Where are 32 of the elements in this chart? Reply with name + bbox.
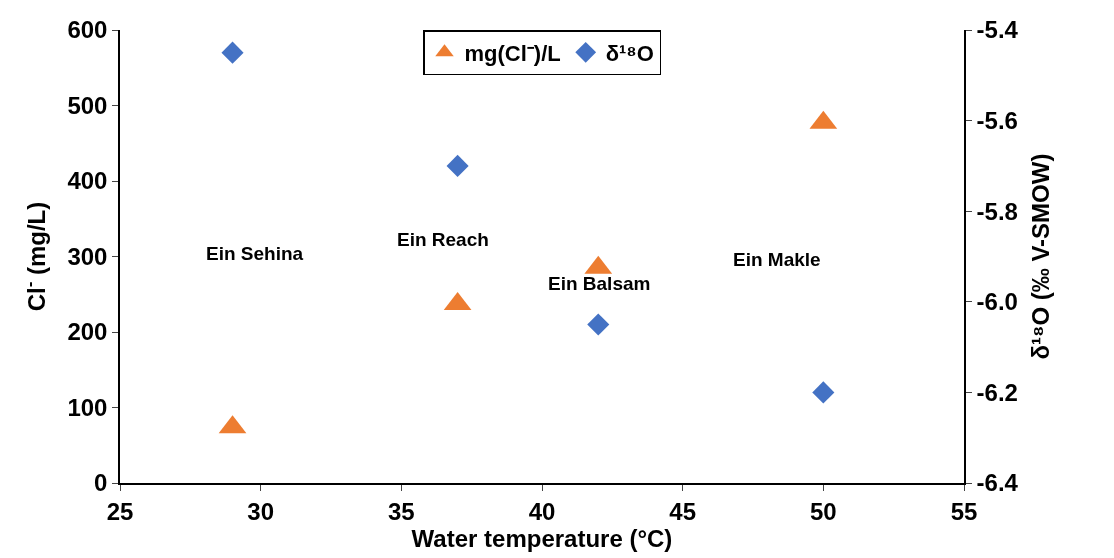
- y2-tick-label: -5.8: [976, 197, 1018, 225]
- y2-tick-label: -5.6: [976, 107, 1018, 134]
- x-axis-title: Water temperature (°C): [411, 524, 673, 552]
- legend-label: mg(Cl⁻)/L: [464, 40, 561, 66]
- y2-axis-title: δ¹⁸O (‰ V-SMOW): [1027, 153, 1055, 360]
- y-tick-label: 0: [94, 469, 108, 497]
- x-tick-label: 45: [669, 497, 697, 525]
- y2-tick-label: -5.4: [976, 16, 1019, 44]
- y-tick-label: 500: [67, 91, 108, 119]
- x-tick-label: 50: [809, 497, 837, 525]
- y-tick-label: 300: [67, 242, 108, 270]
- x-tick-label: 30: [247, 497, 275, 525]
- point: [446, 154, 469, 177]
- x-tick-label: 35: [387, 497, 415, 525]
- x-tick-label: 55: [950, 497, 978, 525]
- x-tick-label: 40: [528, 497, 556, 525]
- y-tick-label: 400: [67, 167, 108, 195]
- y2-tick-label: -6.4: [976, 469, 1019, 497]
- point: [221, 41, 244, 64]
- annotation: Ein Balsam: [548, 273, 651, 294]
- x-tick-label: 25: [106, 497, 134, 525]
- y2-tick-label: -6.0: [976, 288, 1018, 316]
- point: [587, 313, 610, 336]
- y-tick-label: 600: [67, 16, 108, 44]
- point: [812, 381, 835, 404]
- legend-label: δ¹⁸O: [605, 40, 654, 66]
- annotation: Ein Sehina: [206, 243, 304, 264]
- annotation: Ein Makle: [733, 249, 821, 270]
- y-tick-label: 200: [67, 318, 108, 346]
- y-tick-label: 100: [67, 393, 108, 421]
- y2-tick-label: -6.2: [976, 378, 1018, 406]
- annotation: Ein Reach: [397, 229, 489, 250]
